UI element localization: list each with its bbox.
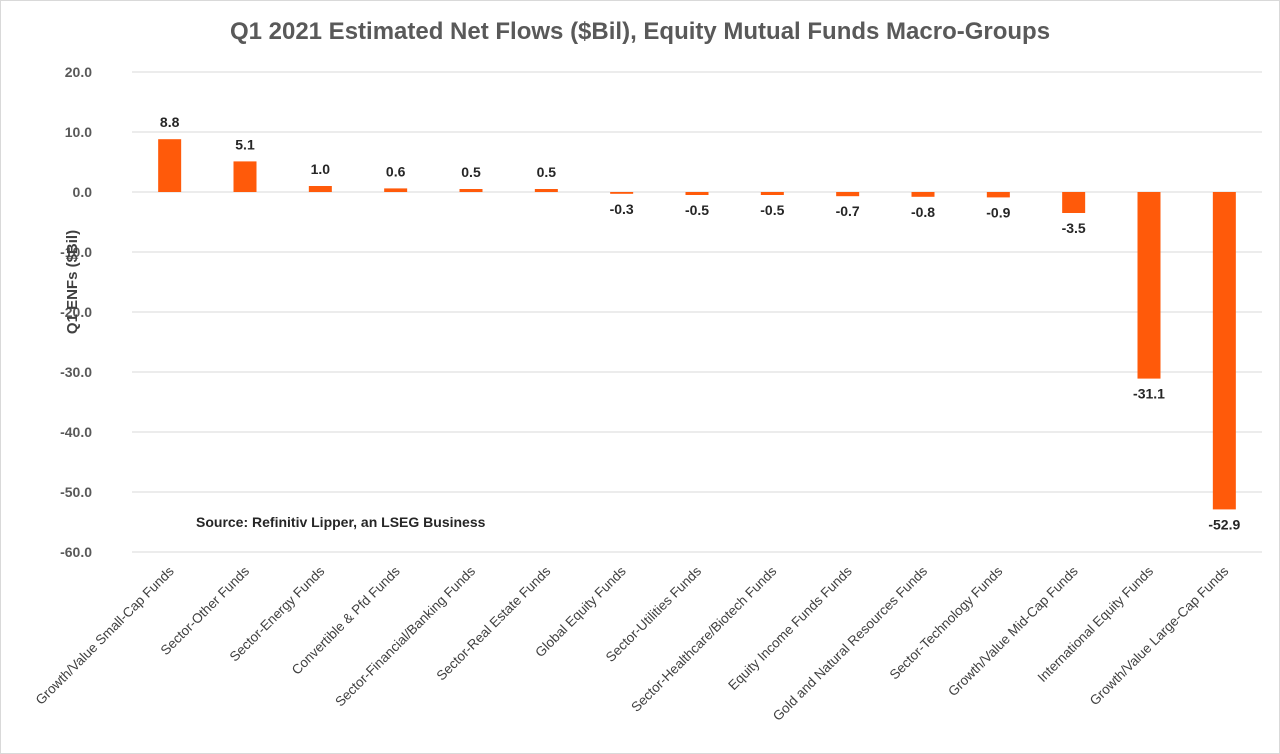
data-label: -0.8: [911, 204, 935, 220]
y-tick-label: -40.0: [60, 424, 92, 440]
bar: [158, 139, 182, 192]
data-label: -0.5: [760, 202, 784, 218]
source-note: Source: Refinitiv Lipper, an LSEG Busine…: [196, 514, 486, 530]
y-tick-label: 0.0: [73, 184, 93, 200]
data-label: -0.3: [610, 201, 634, 217]
bar: [986, 192, 1010, 198]
category-label: Gold and Natural Resources Funds: [770, 563, 930, 723]
data-label: -52.9: [1208, 516, 1240, 532]
bar: [836, 192, 860, 197]
category-label: Equity Income Funds Funds: [725, 563, 855, 693]
data-label: 5.1: [235, 136, 255, 152]
bar: [685, 192, 709, 195]
data-label: -0.5: [685, 202, 709, 218]
data-label: 1.0: [311, 161, 331, 177]
bar: [233, 161, 257, 192]
data-label: 0.5: [537, 164, 557, 180]
chart-title: Q1 2021 Estimated Net Flows ($Bil), Equi…: [229, 18, 1051, 45]
y-tick-label: 20.0: [65, 64, 92, 80]
category-label: Sector-Healthcare/Biotech Funds: [628, 563, 779, 714]
bar: [1137, 192, 1161, 379]
bar: [1212, 192, 1236, 510]
category-label: Growth/Value Small-Cap Funds: [33, 563, 177, 707]
category-label: Sector-Financial/Banking Funds: [332, 563, 478, 709]
y-axis-title: Q1 ENFs ($Bil): [64, 230, 81, 334]
data-label: 0.5: [461, 164, 481, 180]
bar: [911, 192, 935, 197]
category-label: Growth/Value Large-Cap Funds: [1087, 563, 1232, 708]
y-tick-label: -50.0: [60, 484, 92, 500]
bar: [384, 188, 408, 192]
y-tick-label: -30.0: [60, 364, 92, 380]
bar: [459, 189, 483, 192]
category-label: Growth/Value Mid-Cap Funds: [945, 563, 1081, 699]
data-label: 8.8: [160, 114, 180, 130]
bar: [308, 186, 332, 192]
bar: [610, 192, 634, 194]
bar: [534, 189, 558, 192]
y-tick-label: -10.0: [60, 244, 92, 260]
data-label: -31.1: [1133, 386, 1165, 402]
y-tick-label: 10.0: [65, 124, 92, 140]
y-tick-label: -60.0: [60, 544, 92, 560]
bar: [1062, 192, 1086, 213]
data-label: -3.5: [1062, 220, 1086, 236]
data-label: -0.9: [986, 204, 1010, 220]
bar: [760, 192, 784, 195]
y-tick-label: -20.0: [60, 304, 92, 320]
data-label: -0.7: [836, 203, 860, 219]
data-label: 0.6: [386, 163, 406, 179]
